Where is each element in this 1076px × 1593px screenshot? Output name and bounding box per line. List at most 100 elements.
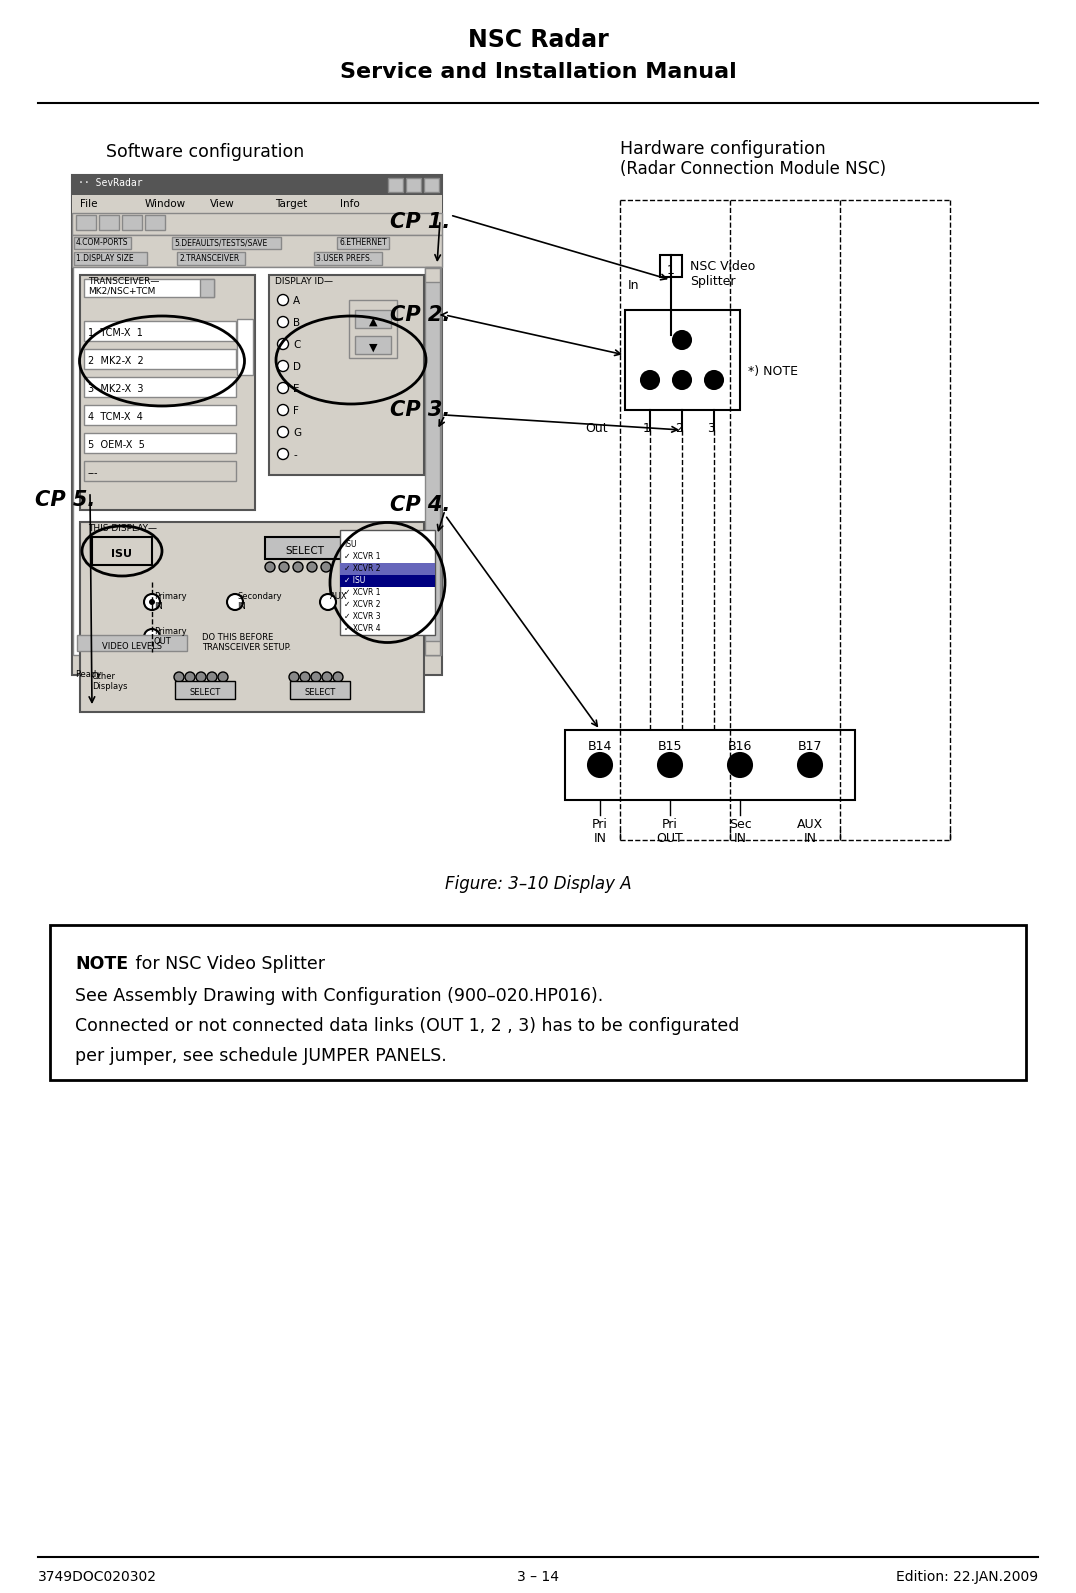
Circle shape — [320, 594, 336, 610]
Text: 2.TRANSCEIVER: 2.TRANSCEIVER — [179, 253, 239, 263]
Circle shape — [307, 562, 317, 572]
Text: VIDEO LEVELS: VIDEO LEVELS — [102, 642, 162, 652]
Circle shape — [265, 562, 275, 572]
Circle shape — [196, 672, 206, 682]
Text: *) NOTE: *) NOTE — [748, 365, 798, 378]
Bar — [122, 215, 142, 229]
Bar — [80, 523, 424, 712]
Text: 1.DISPLAY SIZE: 1.DISPLAY SIZE — [76, 253, 133, 263]
Text: 4.COM-PORTS: 4.COM-PORTS — [76, 237, 128, 247]
Text: 3 – 14: 3 – 14 — [516, 1571, 560, 1583]
Text: ---: --- — [88, 468, 99, 478]
Text: NOTE: NOTE — [75, 954, 128, 973]
Text: ✓ XCVR 3: ✓ XCVR 3 — [344, 612, 381, 621]
Circle shape — [278, 338, 288, 349]
Text: Edition: 22.JAN.2009: Edition: 22.JAN.2009 — [896, 1571, 1038, 1583]
Text: B16: B16 — [727, 741, 752, 753]
Text: B15: B15 — [657, 741, 682, 753]
Circle shape — [278, 449, 288, 459]
Circle shape — [278, 317, 288, 328]
Text: Out: Out — [585, 422, 608, 435]
Text: for NSC Video Splitter: for NSC Video Splitter — [130, 954, 325, 973]
Text: 2  MK2-X  2: 2 MK2-X 2 — [88, 355, 144, 366]
Bar — [84, 433, 236, 452]
Text: G: G — [293, 429, 301, 438]
Circle shape — [278, 382, 288, 393]
Text: ✓ XCVR 1: ✓ XCVR 1 — [344, 588, 381, 597]
Circle shape — [144, 594, 160, 610]
Text: 1  TCM-X  1: 1 TCM-X 1 — [88, 328, 143, 338]
Bar — [269, 276, 424, 475]
Bar — [84, 279, 214, 296]
Text: CP 5.: CP 5. — [36, 491, 96, 510]
Circle shape — [289, 672, 299, 682]
Circle shape — [587, 753, 612, 777]
Text: 3749DOC020302: 3749DOC020302 — [38, 1571, 157, 1583]
Circle shape — [659, 753, 682, 777]
Circle shape — [293, 562, 303, 572]
Bar — [660, 255, 682, 277]
Text: Window: Window — [145, 199, 186, 209]
Text: Other
Displays: Other Displays — [93, 672, 127, 691]
Text: See Assembly Drawing with Configuration (900–020.HP016).: See Assembly Drawing with Configuration … — [75, 988, 604, 1005]
Text: Target: Target — [275, 199, 308, 209]
Circle shape — [728, 753, 752, 777]
Circle shape — [300, 672, 310, 682]
Text: Info: Info — [340, 199, 359, 209]
Text: ✓ XCVR 4: ✓ XCVR 4 — [344, 624, 381, 632]
Circle shape — [148, 599, 155, 605]
Text: CP 4.: CP 4. — [390, 495, 450, 515]
Text: Software configuration: Software configuration — [105, 143, 305, 161]
Text: 2: 2 — [675, 422, 683, 435]
Bar — [84, 322, 236, 341]
Circle shape — [321, 562, 331, 572]
Circle shape — [144, 629, 160, 645]
Bar — [74, 252, 146, 264]
Text: Figure: 3–10 Display A: Figure: 3–10 Display A — [444, 875, 632, 894]
Circle shape — [185, 672, 195, 682]
Text: CP 1.: CP 1. — [390, 212, 450, 233]
Circle shape — [227, 594, 243, 610]
Text: OUT: OUT — [656, 832, 683, 844]
Text: SELECT: SELECT — [189, 688, 221, 698]
Bar — [625, 311, 740, 409]
Text: 4  TCM-X  4: 4 TCM-X 4 — [88, 413, 143, 422]
Bar — [76, 215, 96, 229]
Text: B: B — [293, 319, 300, 328]
Circle shape — [332, 672, 343, 682]
Text: Pri: Pri — [662, 817, 678, 832]
Text: Service and Installation Manual: Service and Installation Manual — [340, 62, 736, 81]
Text: DO THIS BEFORE
TRANSCEIVER SETUP.: DO THIS BEFORE TRANSCEIVER SETUP. — [202, 632, 292, 653]
Bar — [425, 268, 440, 282]
Text: ▲: ▲ — [369, 317, 378, 327]
Text: CP 2.: CP 2. — [390, 304, 450, 325]
Bar — [74, 237, 131, 249]
Circle shape — [278, 295, 288, 306]
Text: Pri: Pri — [592, 817, 608, 832]
Text: ISU: ISU — [344, 540, 356, 550]
Text: THIS DISPLAY—: THIS DISPLAY— — [88, 524, 157, 534]
Text: NSC Video: NSC Video — [690, 260, 755, 272]
Text: Connected or not connected data links (OUT 1, 2 , 3) has to be configurated: Connected or not connected data links (O… — [75, 1016, 739, 1035]
Text: IN: IN — [594, 832, 607, 844]
Bar — [425, 268, 440, 655]
Bar — [200, 279, 214, 296]
Text: DISPLAY ID—: DISPLAY ID— — [275, 277, 332, 287]
Circle shape — [672, 331, 691, 349]
Bar — [84, 460, 236, 481]
Circle shape — [207, 672, 217, 682]
Text: ✓ XCVR 2: ✓ XCVR 2 — [344, 601, 381, 609]
Bar — [84, 378, 236, 397]
Text: ✓ XCVR 1: ✓ XCVR 1 — [344, 553, 381, 561]
Text: SELECT: SELECT — [285, 546, 325, 556]
Text: D: D — [293, 362, 301, 373]
Text: NSC Radar: NSC Radar — [468, 29, 608, 53]
Bar — [237, 319, 253, 374]
Text: A: A — [293, 296, 300, 306]
Bar — [80, 276, 255, 510]
Bar — [72, 213, 442, 236]
Bar — [72, 236, 442, 268]
Text: ✓ XCVR 2: ✓ XCVR 2 — [344, 564, 381, 573]
Circle shape — [322, 672, 332, 682]
Text: ISU: ISU — [112, 550, 132, 559]
